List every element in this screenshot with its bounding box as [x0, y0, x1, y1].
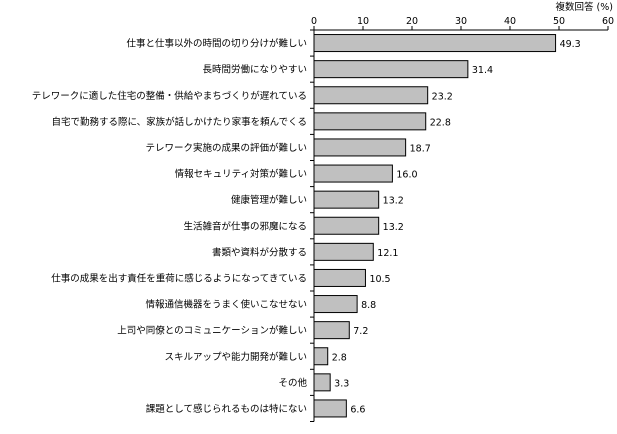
data-label: 22.8 — [430, 117, 451, 128]
category-label: テレワークに適した住宅の整備・供給やまちづくりが遅れている — [32, 90, 307, 102]
x-tick-label: 40 — [504, 16, 516, 27]
bar — [313, 164, 393, 183]
bar — [313, 60, 469, 79]
category-label: 課題として感じられるものは特にない — [146, 403, 307, 415]
data-label: 3.3 — [334, 378, 349, 389]
category-label: テレワーク実施の成果の評価が難しい — [145, 142, 307, 154]
bar — [313, 268, 366, 287]
data-label: 13.2 — [383, 222, 404, 233]
category-label: スキルアップや能力開発が難しい — [164, 351, 307, 363]
data-labels: 49.3 31.4 23.2 22.8 18.7 16.0 13.2 13.2 12.1 10.5… — [332, 39, 581, 415]
category-label: 上司や同僚とのコミュニケーションが難しい — [117, 325, 307, 337]
bar — [313, 86, 429, 105]
bar — [313, 373, 331, 392]
x-axis-ticks: 0 10 20 30 40 50 60 — [310, 16, 614, 422]
bar — [313, 138, 407, 157]
bar — [313, 34, 557, 53]
data-label: 13.2 — [383, 196, 404, 207]
data-label: 18.7 — [410, 143, 431, 154]
data-label: 8.8 — [361, 300, 376, 311]
x-tick-label: 20 — [406, 16, 418, 27]
category-label: 情報セキュリティ対策が難しい — [175, 168, 307, 180]
data-label: 16.0 — [396, 170, 417, 181]
bar — [313, 242, 374, 261]
x-tick-label: 30 — [455, 16, 467, 27]
bar — [313, 112, 427, 131]
category-label: 生活雑音が仕事の邪魔になる — [183, 220, 307, 232]
category-label: 情報通信機器をうまく使いこなせない — [145, 299, 307, 311]
data-label: 49.3 — [560, 39, 581, 50]
data-label: 7.2 — [353, 326, 368, 337]
bar — [313, 347, 329, 366]
bar — [313, 321, 350, 340]
unit-label: 複数回答 (%) — [556, 1, 613, 13]
category-label: その他 — [278, 377, 307, 389]
bar — [313, 216, 380, 235]
bar — [313, 399, 347, 418]
x-tick-label: 10 — [357, 16, 369, 27]
bar — [313, 295, 358, 314]
category-label: 書類や資料が分散する — [212, 246, 307, 258]
x-tick-label: 50 — [553, 16, 565, 27]
bar — [313, 190, 380, 209]
data-label: 12.1 — [377, 248, 398, 259]
data-label: 6.6 — [350, 404, 365, 415]
category-label: 仕事の成果を出す責任を重荷に感じるようになってきている — [51, 272, 307, 284]
bars — [313, 34, 557, 418]
category-labels: 仕事と仕事以外の時間の切り分けが難しい長時間労働になりやすいテレワークに適した住… — [32, 38, 308, 415]
category-label: 健康管理が難しい — [231, 194, 307, 206]
x-tick-label: 0 — [311, 16, 317, 27]
data-label: 31.4 — [472, 65, 493, 76]
data-label: 23.2 — [432, 91, 453, 102]
x-tick-label: 60 — [602, 16, 614, 27]
data-label: 10.5 — [369, 274, 390, 285]
data-label: 2.8 — [332, 352, 347, 363]
category-label: 仕事と仕事以外の時間の切り分けが難しい — [126, 38, 307, 50]
category-label: 長時間労働になりやすい — [202, 64, 307, 76]
category-label: 自宅で勤務する際に、家族が話しかけたり家事を頼んでくる — [51, 116, 307, 128]
